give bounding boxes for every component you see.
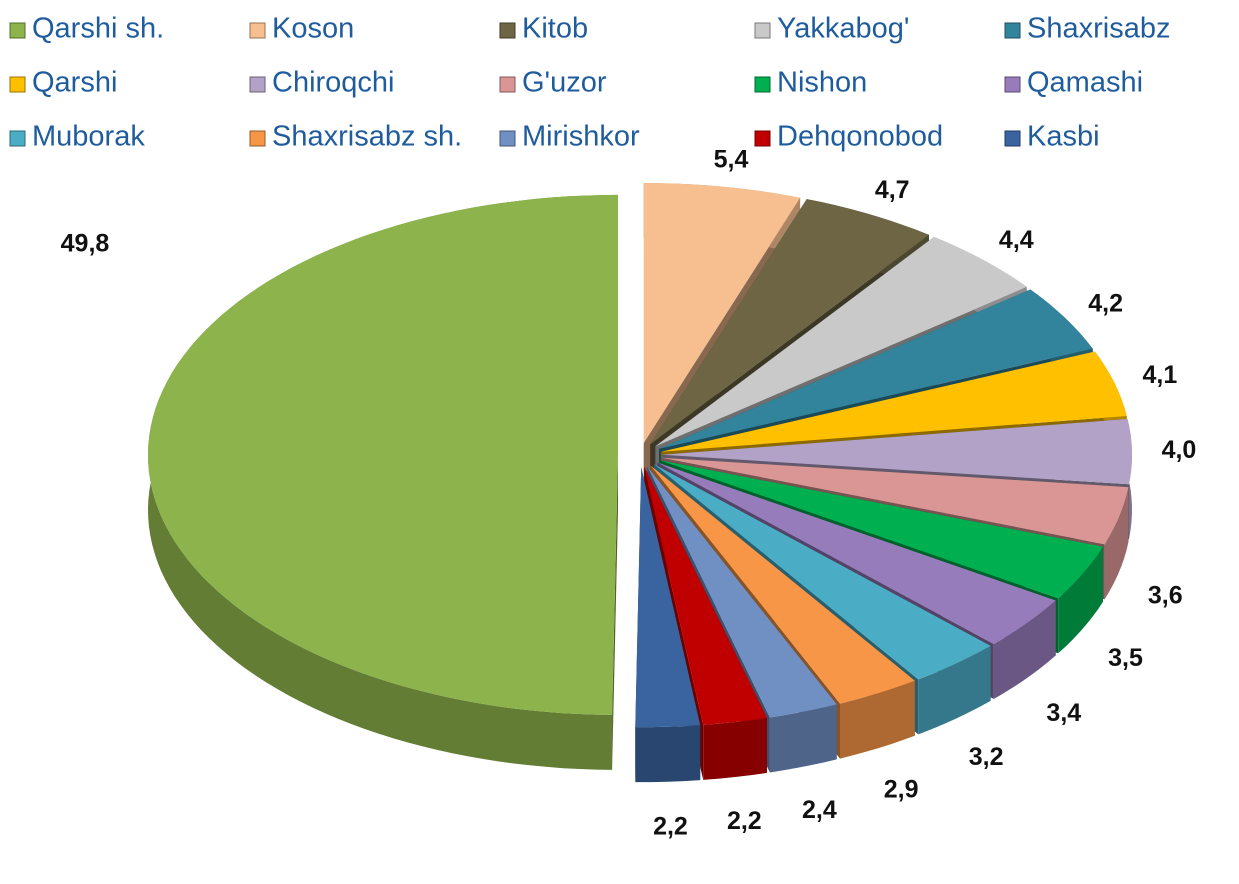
data-label: 4,2 xyxy=(1088,289,1123,317)
slice-side xyxy=(840,680,915,759)
legend-label: Shaxrisabz sh. xyxy=(272,121,462,153)
legend-swatch xyxy=(9,22,26,39)
legend-label: Chiroqchi xyxy=(272,67,395,99)
legend-label: Koson xyxy=(272,13,354,45)
slice xyxy=(654,464,991,680)
slice xyxy=(659,460,1103,599)
slice xyxy=(655,236,1027,447)
slice xyxy=(662,419,1132,485)
slice xyxy=(659,289,1093,449)
legend-label: G'uzor xyxy=(522,67,607,99)
legend-label: Kasbi xyxy=(1027,121,1100,153)
legend-label: Kitob xyxy=(522,13,588,45)
data-label: 5,4 xyxy=(714,146,749,174)
legend-swatch xyxy=(9,76,26,93)
slice xyxy=(643,183,801,443)
data-label: 4,4 xyxy=(999,226,1034,254)
legend-label: Yakkabog' xyxy=(777,13,909,45)
legend-label: Dehqonobod xyxy=(777,121,943,153)
legend-label: Qamashi xyxy=(1027,67,1143,99)
data-label: 4,1 xyxy=(1143,361,1178,389)
slice xyxy=(148,194,618,715)
legend-label: Nishon xyxy=(777,67,867,99)
slice-cut xyxy=(612,454,618,770)
legend-swatch xyxy=(1004,76,1021,93)
slice xyxy=(661,457,1129,545)
slice xyxy=(657,462,1056,644)
slice-side xyxy=(703,717,767,780)
slice xyxy=(650,465,915,704)
legend-swatch xyxy=(249,76,266,93)
legend-swatch xyxy=(9,130,26,147)
legend-swatch xyxy=(249,130,266,147)
slice-side xyxy=(918,645,991,735)
legend-swatch xyxy=(249,22,266,39)
legend-label: Muborak xyxy=(32,121,145,153)
slice xyxy=(635,467,701,728)
legend-label: Qarshi xyxy=(32,67,117,99)
data-label: 4,0 xyxy=(1162,436,1197,464)
data-label: 3,6 xyxy=(1148,581,1183,609)
slice xyxy=(661,351,1127,452)
data-label: 2,9 xyxy=(884,775,919,803)
legend-swatch xyxy=(754,76,771,93)
slice-side xyxy=(1058,546,1103,654)
data-label: 4,7 xyxy=(875,176,910,204)
slice-side xyxy=(769,704,837,773)
legend-swatch xyxy=(499,22,516,39)
legend-label: Mirishkor xyxy=(522,121,640,153)
legend-label: Qarshi sh. xyxy=(32,13,164,45)
legend-swatch xyxy=(754,22,771,39)
slice-side xyxy=(993,600,1056,699)
slice-side xyxy=(1104,487,1129,600)
slice xyxy=(647,466,837,718)
data-label: 2,2 xyxy=(727,807,762,835)
legend-swatch xyxy=(499,76,516,93)
slice xyxy=(650,199,929,445)
legend-label: Shaxrisabz xyxy=(1027,13,1170,45)
data-label: 3,4 xyxy=(1046,699,1081,727)
legend-swatch xyxy=(1004,22,1021,39)
data-label: 49,8 xyxy=(61,230,110,258)
slice-side xyxy=(635,725,701,783)
legend-swatch xyxy=(754,130,771,147)
legend-swatch xyxy=(499,130,516,147)
legend-swatch xyxy=(1004,130,1021,147)
slice xyxy=(644,466,767,725)
data-label: 3,2 xyxy=(969,743,1004,771)
data-label: 3,5 xyxy=(1108,644,1143,672)
data-label: 2,4 xyxy=(802,796,837,824)
data-label: 2,2 xyxy=(653,812,688,840)
